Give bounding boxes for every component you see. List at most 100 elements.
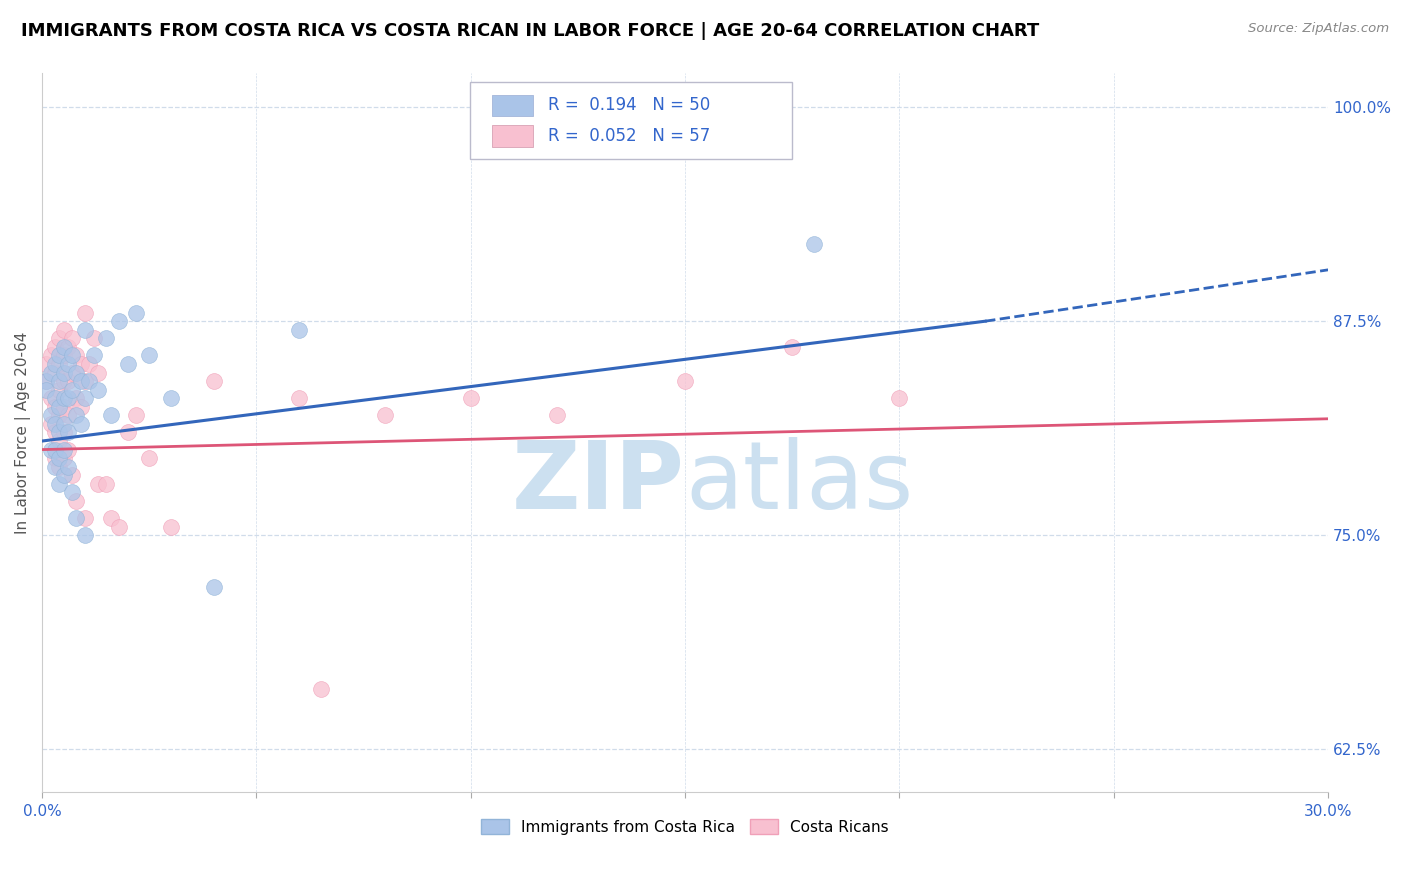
Point bbox=[138, 451, 160, 466]
Legend: Immigrants from Costa Rica, Costa Ricans: Immigrants from Costa Rica, Costa Ricans bbox=[481, 819, 889, 835]
Bar bbox=[492, 126, 533, 147]
Point bbox=[108, 519, 131, 533]
Point bbox=[65, 366, 87, 380]
Point bbox=[77, 357, 100, 371]
Point bbox=[117, 357, 139, 371]
Point bbox=[460, 391, 482, 405]
Point bbox=[52, 425, 75, 440]
Point bbox=[782, 340, 804, 354]
Point bbox=[60, 383, 83, 397]
Point bbox=[56, 374, 79, 388]
Point bbox=[69, 374, 91, 388]
Point bbox=[73, 391, 96, 405]
Text: R =  0.052   N = 57: R = 0.052 N = 57 bbox=[547, 128, 710, 145]
Point bbox=[60, 348, 83, 362]
Point bbox=[44, 391, 66, 405]
Point bbox=[48, 434, 70, 448]
Point bbox=[77, 374, 100, 388]
Point bbox=[69, 400, 91, 414]
Point bbox=[52, 451, 75, 466]
Point bbox=[44, 357, 66, 371]
Point bbox=[60, 331, 83, 345]
Point bbox=[202, 374, 225, 388]
Point bbox=[35, 357, 58, 371]
Point bbox=[52, 468, 75, 483]
Y-axis label: In Labor Force | Age 20-64: In Labor Force | Age 20-64 bbox=[15, 331, 31, 533]
Point bbox=[48, 383, 70, 397]
Point bbox=[35, 374, 58, 388]
Point bbox=[52, 374, 75, 388]
Point bbox=[65, 409, 87, 423]
Point bbox=[56, 357, 79, 371]
Point bbox=[35, 383, 58, 397]
Point bbox=[73, 323, 96, 337]
Point bbox=[52, 391, 75, 405]
Point bbox=[52, 417, 75, 431]
Point bbox=[48, 348, 70, 362]
Point bbox=[44, 425, 66, 440]
Point bbox=[69, 357, 91, 371]
Point bbox=[889, 391, 911, 405]
Text: ZIP: ZIP bbox=[512, 437, 685, 529]
Point bbox=[56, 409, 79, 423]
Point bbox=[56, 340, 79, 354]
Point bbox=[87, 366, 110, 380]
Point bbox=[96, 476, 118, 491]
Point bbox=[288, 391, 311, 405]
Point bbox=[159, 391, 181, 405]
Point bbox=[39, 442, 62, 457]
Point bbox=[35, 374, 58, 388]
Point bbox=[546, 409, 568, 423]
Point bbox=[52, 323, 75, 337]
Point bbox=[125, 409, 148, 423]
FancyBboxPatch shape bbox=[471, 81, 792, 160]
Point bbox=[44, 442, 66, 457]
Point bbox=[39, 366, 62, 380]
Point bbox=[48, 357, 70, 371]
Point bbox=[48, 459, 70, 474]
Point bbox=[48, 409, 70, 423]
Point bbox=[87, 383, 110, 397]
Point bbox=[73, 374, 96, 388]
Point bbox=[73, 305, 96, 319]
Point bbox=[83, 331, 105, 345]
Point bbox=[44, 459, 66, 474]
Point bbox=[48, 425, 70, 440]
Point bbox=[48, 374, 70, 388]
Point bbox=[44, 451, 66, 466]
Point bbox=[44, 400, 66, 414]
Point bbox=[138, 348, 160, 362]
Point bbox=[65, 348, 87, 362]
Point bbox=[65, 494, 87, 508]
Bar bbox=[492, 95, 533, 116]
Point bbox=[60, 468, 83, 483]
Text: IMMIGRANTS FROM COSTA RICA VS COSTA RICAN IN LABOR FORCE | AGE 20-64 CORRELATION: IMMIGRANTS FROM COSTA RICA VS COSTA RICA… bbox=[21, 22, 1039, 40]
Point bbox=[108, 314, 131, 328]
Point bbox=[159, 519, 181, 533]
Text: Source: ZipAtlas.com: Source: ZipAtlas.com bbox=[1249, 22, 1389, 36]
Point bbox=[65, 391, 87, 405]
Point bbox=[288, 323, 311, 337]
Point bbox=[56, 442, 79, 457]
Point bbox=[44, 417, 66, 431]
Point bbox=[100, 409, 122, 423]
Point bbox=[52, 442, 75, 457]
Point bbox=[56, 459, 79, 474]
Text: R =  0.194   N = 50: R = 0.194 N = 50 bbox=[547, 96, 710, 114]
Point bbox=[48, 400, 70, 414]
Point bbox=[52, 366, 75, 380]
Point bbox=[52, 348, 75, 362]
Point bbox=[100, 511, 122, 525]
Point bbox=[44, 366, 66, 380]
Point bbox=[202, 580, 225, 594]
Point bbox=[96, 331, 118, 345]
Point bbox=[309, 682, 332, 697]
Point bbox=[374, 409, 396, 423]
Text: atlas: atlas bbox=[685, 437, 914, 529]
Point bbox=[125, 305, 148, 319]
Point bbox=[73, 511, 96, 525]
Point bbox=[39, 417, 62, 431]
Point bbox=[87, 476, 110, 491]
Point bbox=[60, 366, 83, 380]
Point bbox=[117, 425, 139, 440]
